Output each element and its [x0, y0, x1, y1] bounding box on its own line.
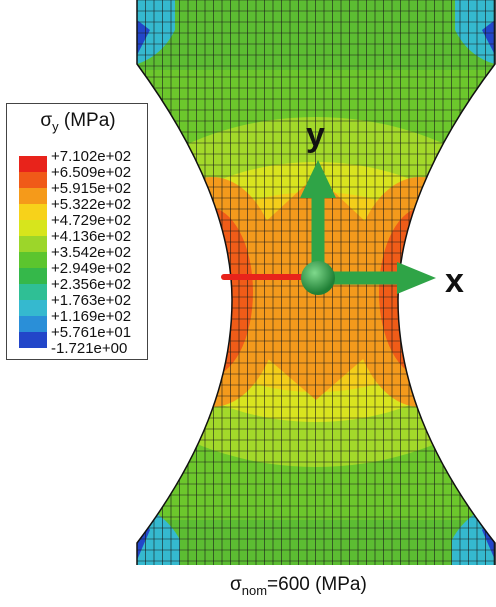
legend-swatch [19, 188, 47, 204]
legend-entry: +7.102e+02 [19, 148, 131, 172]
legend-swatch [19, 332, 47, 348]
legend-entry: -1.721e+00 [19, 340, 127, 364]
y-axis-label: y [306, 116, 325, 154]
legend-entry: +5.322e+02 [19, 196, 131, 220]
legend-entry: +1.763e+02 [19, 292, 131, 316]
legend-value: -1.721e+00 [51, 339, 128, 357]
legend-title-symbol: σ [40, 110, 53, 131]
specimen-outline [136, 0, 496, 565]
legend-title: σy (MPa) [7, 110, 149, 134]
legend-swatch [19, 172, 47, 188]
legend-swatch [19, 204, 47, 220]
legend-value: +7.102e+02 [51, 147, 132, 165]
coordinate-triad [221, 160, 436, 295]
stress-legend: σy (MPa) +7.102e+02 +6.509e+02 +5.915e+02 +… [6, 103, 148, 360]
legend-value: +6.509e+02 [51, 163, 132, 181]
legend-entry: +5.915e+02 [19, 180, 131, 204]
legend-value: +3.542e+02 [51, 243, 132, 261]
legend-swatch [19, 220, 47, 236]
legend-entry: +3.542e+02 [19, 244, 131, 268]
legend-value: +4.136e+02 [51, 227, 132, 245]
nominal-stress-caption: σnom=600 (MPa) [230, 574, 367, 598]
triad-x-arrowhead [397, 262, 436, 294]
caption-symbol: σ [230, 574, 242, 595]
x-axis-label: x [445, 262, 464, 300]
legend-entry: +2.356e+02 [19, 276, 131, 300]
legend-value: +2.949e+02 [51, 259, 132, 277]
legend-entry: +4.729e+02 [19, 212, 131, 236]
legend-swatch [19, 300, 47, 316]
legend-swatch [19, 252, 47, 268]
legend-swatch [19, 316, 47, 332]
legend-swatch [19, 348, 47, 364]
legend-swatch [19, 284, 47, 300]
legend-swatch [19, 268, 47, 284]
legend-entry: +4.136e+02 [19, 228, 131, 252]
legend-entry: +6.509e+02 [19, 164, 131, 188]
caption-subscript: nom [241, 582, 268, 598]
triad-origin-ball [301, 261, 335, 295]
caption-text: =600 (MPa) [267, 574, 367, 595]
legend-value: +1.169e+02 [51, 307, 132, 325]
legend-swatch [19, 236, 47, 252]
legend-entry: +5.761e+01 [19, 324, 131, 348]
legend-value: +1.763e+02 [51, 291, 132, 309]
legend-value: +5.915e+02 [51, 179, 132, 197]
legend-entry: +2.949e+02 [19, 260, 131, 284]
legend-title-subscript: y [52, 118, 59, 134]
legend-title-unit: (MPa) [58, 110, 116, 131]
legend-value: +5.322e+02 [51, 195, 132, 213]
legend-swatch [19, 156, 47, 172]
legend-value: +5.761e+01 [51, 323, 132, 341]
legend-value: +4.729e+02 [51, 211, 132, 229]
triad-y-arrowhead [300, 160, 336, 198]
legend-entry: +1.169e+02 [19, 308, 131, 332]
legend-value: +2.356e+02 [51, 275, 132, 293]
